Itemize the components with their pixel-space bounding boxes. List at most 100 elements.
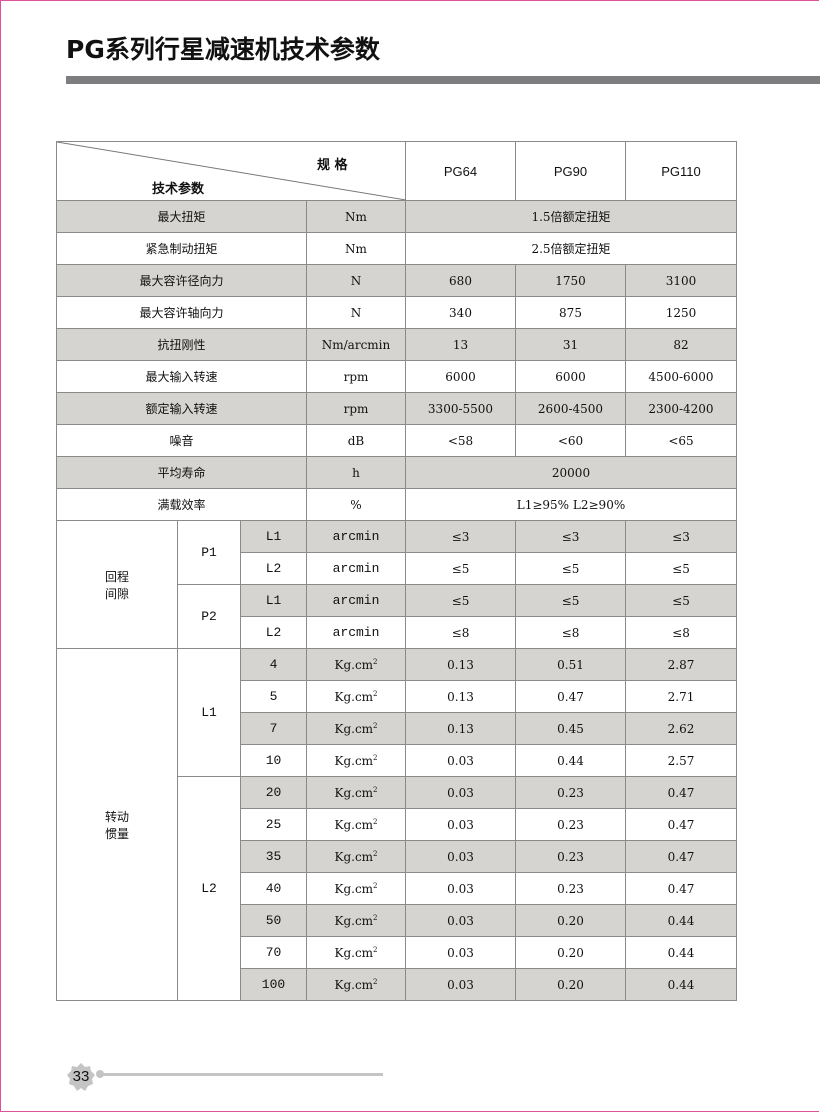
param-unit: Nm xyxy=(306,200,406,233)
param-value: 4500-6000 xyxy=(625,360,737,393)
value-cell: 0.03 xyxy=(405,840,516,873)
value-cell: ≤3 xyxy=(405,520,516,553)
page-number-badge: 33 xyxy=(66,1062,96,1092)
param-value: <58 xyxy=(405,424,516,457)
value-cell: 0.44 xyxy=(625,904,737,937)
param-value-merged: 2.5倍额定扭矩 xyxy=(405,232,737,265)
unit-text: Kg.cm xyxy=(334,657,374,672)
value-cell: ≤8 xyxy=(625,616,737,649)
ratio-label: 5 xyxy=(240,680,307,713)
unit-cell: Kg.cm2 xyxy=(306,872,406,905)
ratio-label: 50 xyxy=(240,904,307,937)
group-label: L2 xyxy=(177,776,241,1001)
value-cell: 2.87 xyxy=(625,648,737,681)
value-cell: 0.23 xyxy=(515,776,626,809)
param-unit: rpm xyxy=(306,360,406,393)
title-underline-bar xyxy=(66,76,820,84)
diagonal-header-cell: 规 格 技术参数 xyxy=(56,141,406,201)
table-row: 50 Kg.cm2 0.03 0.20 0.44 xyxy=(57,904,737,937)
param-value: 6000 xyxy=(405,360,516,393)
unit-text: Kg.cm xyxy=(334,785,374,800)
unit-cell: Kg.cm2 xyxy=(306,808,406,841)
param-unit: N xyxy=(306,264,406,297)
table-row: 7 Kg.cm2 0.13 0.45 2.62 xyxy=(57,712,737,745)
value-cell: 0.20 xyxy=(515,968,626,1001)
unit-text: Kg.cm xyxy=(334,721,374,736)
value-cell: 0.47 xyxy=(515,680,626,713)
param-unit: dB xyxy=(306,424,406,457)
value-cell: 0.45 xyxy=(515,712,626,745)
unit-cell: Kg.cm2 xyxy=(306,648,406,681)
value-cell: 0.03 xyxy=(405,744,516,777)
value-cell: 0.44 xyxy=(625,968,737,1001)
value-cell: ≤5 xyxy=(405,552,516,585)
unit-text: Kg.cm xyxy=(334,849,374,864)
unit-text: Kg.cm xyxy=(334,817,374,832)
param-value: <60 xyxy=(515,424,626,457)
table-row: 转动 惯量 L1 4 Kg.cm2 0.13 0.51 2.87 xyxy=(56,648,737,1001)
param-value: 2300-4200 xyxy=(625,392,737,425)
unit-exponent: 2 xyxy=(373,689,378,698)
ratio-label: 25 xyxy=(240,808,307,841)
value-cell: 2.71 xyxy=(625,680,737,713)
diagonal-line xyxy=(57,142,406,200)
model-header: PG110 xyxy=(625,141,737,201)
value-cell: ≤3 xyxy=(625,520,737,553)
gear-icon xyxy=(67,1063,95,1091)
stage-label: L1 xyxy=(240,520,307,553)
param-unit: Nm/arcmin xyxy=(306,328,406,361)
value-cell: ≤8 xyxy=(405,616,516,649)
param-name: 噪音 xyxy=(56,424,307,457)
value-cell: 0.13 xyxy=(405,648,516,681)
value-cell: 0.03 xyxy=(405,776,516,809)
param-name: 最大容许轴向力 xyxy=(56,296,307,329)
group-label: L1 xyxy=(177,648,241,777)
value-cell: 0.44 xyxy=(515,744,626,777)
param-unit: N xyxy=(306,296,406,329)
value-cell: ≤5 xyxy=(625,584,737,617)
ratio-label: 70 xyxy=(240,936,307,969)
unit-text: Kg.cm xyxy=(334,881,374,896)
ratio-label: 35 xyxy=(240,840,307,873)
unit-exponent: 2 xyxy=(373,881,378,890)
unit-exponent: 2 xyxy=(373,849,378,858)
table-row: 100 Kg.cm2 0.03 0.20 0.44 xyxy=(57,968,737,1001)
unit-cell: Kg.cm2 xyxy=(306,904,406,937)
page-number: 33 xyxy=(72,1068,90,1085)
table-row: 40 Kg.cm2 0.03 0.23 0.47 xyxy=(57,872,737,905)
unit-cell: Kg.cm2 xyxy=(306,936,406,969)
value-cell: 0.47 xyxy=(625,776,737,809)
unit-text: Kg.cm xyxy=(334,753,374,768)
spec-label: 规 格 xyxy=(317,158,348,173)
value-cell: 0.03 xyxy=(405,936,516,969)
unit-text: Kg.cm xyxy=(334,977,374,992)
param-value-merged: 20000 xyxy=(405,456,737,489)
param-unit: h xyxy=(306,456,406,489)
value-cell: 0.23 xyxy=(515,872,626,905)
unit-exponent: 2 xyxy=(373,945,378,954)
group-label: P1 xyxy=(177,520,241,585)
stage-label: L2 xyxy=(240,552,307,585)
param-value: <65 xyxy=(625,424,737,457)
table-row: P2 L1 arcmin ≤5 ≤5 ≤5 xyxy=(57,584,737,649)
ratio-label: 4 xyxy=(240,648,307,681)
param-name: 最大容许径向力 xyxy=(56,264,307,297)
ratio-label: 100 xyxy=(240,968,307,1001)
unit-exponent: 2 xyxy=(373,785,378,794)
param-value: 2600-4500 xyxy=(515,392,626,425)
value-cell: 0.47 xyxy=(625,840,737,873)
value-cell: 0.20 xyxy=(515,936,626,969)
table-row: 噪音 dB <58 <60 <65 xyxy=(56,424,737,457)
ratio-label: 7 xyxy=(240,712,307,745)
unit-cell: Kg.cm2 xyxy=(306,968,406,1001)
param-name: 紧急制动扭矩 xyxy=(56,232,307,265)
unit-text: Kg.cm xyxy=(334,945,374,960)
param-value: 1750 xyxy=(515,264,626,297)
unit-exponent: 2 xyxy=(373,817,378,826)
param-value: 31 xyxy=(515,328,626,361)
value-cell: 0.03 xyxy=(405,808,516,841)
model-header: PG90 xyxy=(515,141,626,201)
table-row: 10 Kg.cm2 0.03 0.44 2.57 xyxy=(57,744,737,777)
backlash-label: 回程 间隙 xyxy=(56,520,178,649)
table-row: 最大输入转速 rpm 6000 6000 4500-6000 xyxy=(56,360,737,393)
